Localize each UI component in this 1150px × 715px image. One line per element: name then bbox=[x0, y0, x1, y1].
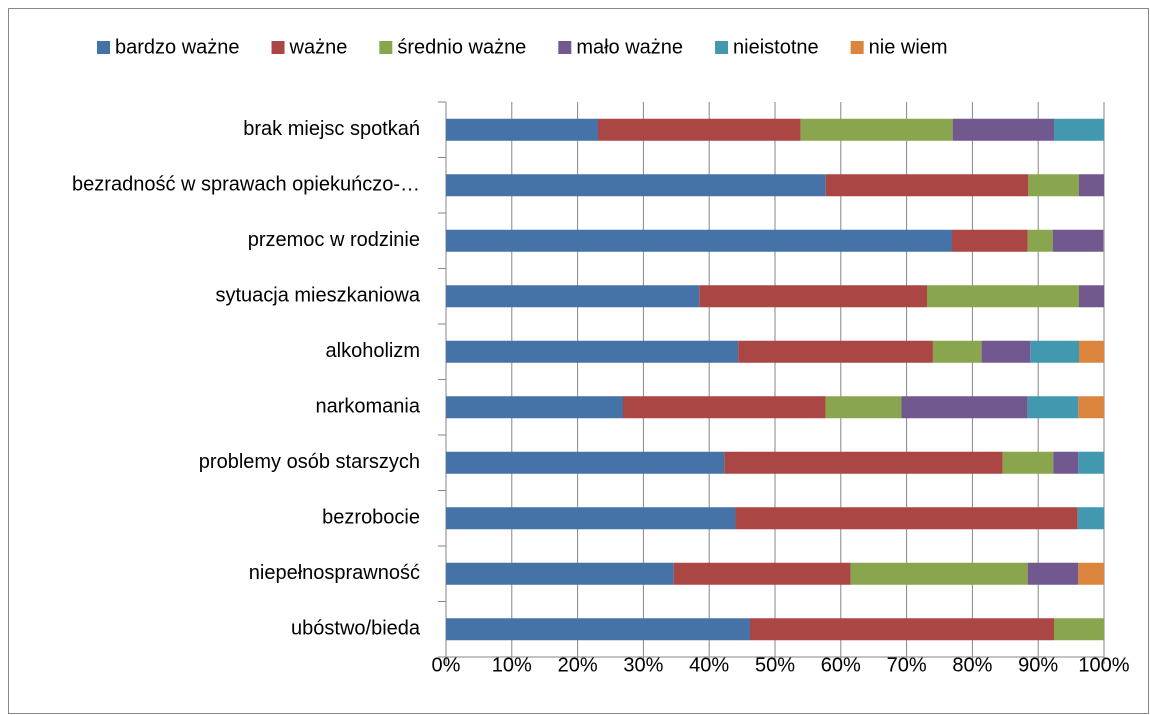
bar-segment bbox=[1028, 174, 1079, 197]
bar-segment bbox=[1053, 451, 1079, 474]
bar-segment bbox=[446, 396, 624, 419]
bar-segment bbox=[623, 396, 826, 419]
bar-segment bbox=[749, 618, 1054, 641]
bar-segment bbox=[932, 340, 982, 363]
bar-segment bbox=[1077, 507, 1104, 530]
x-tick-label: 90% bbox=[1018, 654, 1058, 676]
x-tick-label: 60% bbox=[821, 654, 861, 676]
legend-swatch bbox=[850, 41, 864, 54]
bar-segment bbox=[1027, 396, 1079, 419]
y-tick-label: ubóstwo/bieda bbox=[291, 618, 421, 640]
bar-segment bbox=[952, 229, 1028, 252]
legend-swatch bbox=[271, 41, 285, 54]
x-tick-label: 50% bbox=[755, 654, 795, 676]
bar-segment bbox=[800, 118, 953, 141]
bar-segment bbox=[597, 118, 801, 141]
legend-label: nieistotne bbox=[733, 36, 819, 58]
bar-segment bbox=[981, 340, 1031, 363]
bar-segment bbox=[1027, 562, 1079, 585]
bar-segment bbox=[1052, 229, 1104, 252]
bar-segment bbox=[1078, 396, 1104, 419]
legend-label: średnio ważne bbox=[397, 36, 526, 58]
bar-segment bbox=[952, 118, 1054, 141]
y-tick-label: narkomania bbox=[315, 396, 420, 418]
legend-swatch bbox=[97, 41, 110, 54]
bar-segment bbox=[735, 507, 1078, 530]
x-tick-label: 0% bbox=[432, 654, 461, 676]
bar-segment bbox=[850, 562, 1028, 585]
bar-segment bbox=[1078, 562, 1104, 585]
y-tick-label: bezradność w sprawach opiekuńczo-… bbox=[72, 174, 420, 196]
legend-swatch bbox=[379, 41, 393, 54]
y-tick-label: brak miejsc spotkań bbox=[243, 118, 420, 140]
legend-swatch bbox=[715, 41, 729, 54]
bar-segment bbox=[1053, 618, 1104, 641]
bar-segment bbox=[446, 451, 725, 474]
x-tick-label: 20% bbox=[558, 654, 598, 676]
bar-segment bbox=[1078, 174, 1104, 197]
bar-segment bbox=[446, 507, 736, 530]
y-tick-label: niepełnosprawność bbox=[249, 562, 420, 584]
bar-segment bbox=[673, 562, 851, 585]
bar-segment bbox=[926, 285, 1079, 308]
bar-segment bbox=[446, 340, 739, 363]
bar-segment bbox=[446, 562, 674, 585]
x-tick-label: 70% bbox=[887, 654, 927, 676]
bar-segment bbox=[825, 174, 1029, 197]
bar-segment bbox=[446, 618, 750, 641]
bar-segment bbox=[1078, 451, 1104, 474]
y-tick-label: przemoc w rodzinie bbox=[248, 229, 420, 251]
bar-segment bbox=[1027, 229, 1053, 252]
y-tick-label: bezrobocie bbox=[322, 507, 420, 529]
legend-label: bardzo ważne bbox=[115, 36, 240, 58]
bar-segment bbox=[446, 118, 598, 141]
bar-segment bbox=[1053, 118, 1104, 141]
y-tick-label: problemy osób starszych bbox=[199, 451, 420, 473]
x-tick-label: 100% bbox=[1078, 654, 1129, 676]
bar-segment bbox=[738, 340, 933, 363]
bar-segment bbox=[1030, 340, 1079, 363]
x-tick-label: 40% bbox=[689, 654, 729, 676]
legend-label: mało ważne bbox=[576, 36, 683, 58]
bar-segment bbox=[446, 174, 826, 197]
bar-segment bbox=[446, 229, 953, 252]
legend-swatch bbox=[558, 41, 572, 54]
x-tick-label: 30% bbox=[623, 654, 663, 676]
bar-segment bbox=[446, 285, 700, 308]
legend-label: ważne bbox=[289, 36, 348, 58]
bar-segment bbox=[724, 451, 1003, 474]
x-tick-label: 80% bbox=[952, 654, 992, 676]
y-tick-label: sytuacja mieszkaniowa bbox=[215, 285, 420, 307]
bar-segment bbox=[901, 396, 1028, 419]
bar-segment bbox=[825, 396, 902, 419]
bar-segment bbox=[1078, 285, 1104, 308]
y-tick-label: alkoholizm bbox=[326, 340, 420, 362]
x-tick-label: 10% bbox=[492, 654, 532, 676]
legend-label: nie wiem bbox=[869, 36, 948, 58]
bar-segment bbox=[699, 285, 927, 308]
bar-segment bbox=[1078, 340, 1104, 363]
bar-segment bbox=[1002, 451, 1054, 474]
